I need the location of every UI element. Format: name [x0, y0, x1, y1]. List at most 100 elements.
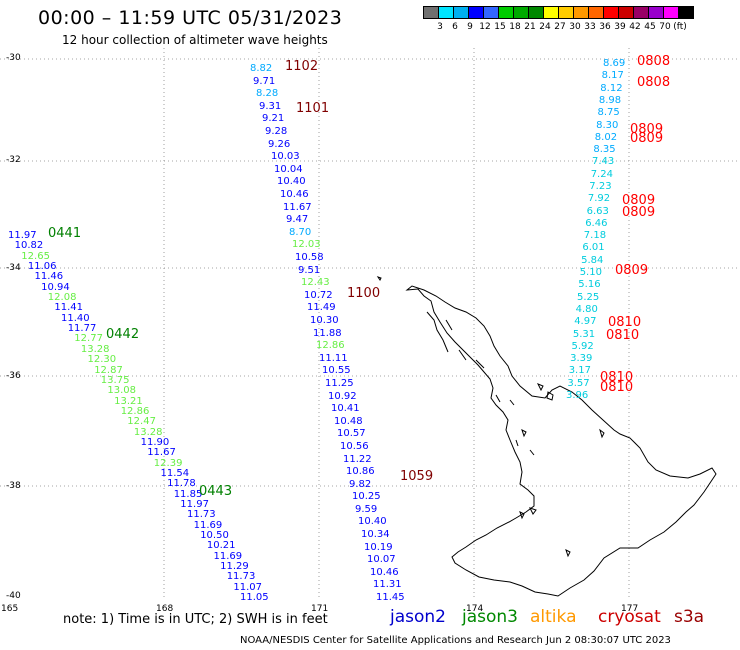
colorbar-swatch — [438, 6, 454, 19]
colorbar-swatch — [498, 6, 514, 19]
colorbar-label: 36 — [599, 22, 611, 32]
wave-height-value: 8.17 — [601, 70, 624, 82]
colorbar-label: 27 — [554, 22, 566, 32]
colorbar-label: 21 — [524, 22, 536, 32]
colorbar-swatch — [573, 6, 589, 19]
wave-height-value: 10.46 — [370, 566, 399, 578]
wave-height-value: 3.17 — [568, 365, 591, 377]
pass-label: 0808 — [637, 54, 671, 69]
wave-height-value: 5.92 — [571, 340, 594, 352]
wave-height-value: 10.82 — [14, 240, 44, 252]
colorbar-swatch — [678, 6, 694, 19]
wave-height-value: 8.82 — [250, 63, 273, 74]
colorbar-label: 33 — [584, 22, 596, 32]
wave-height-value: 11.49 — [307, 302, 336, 314]
wave-height-value: 12.86 — [120, 405, 150, 417]
wave-height-value: 6.46 — [585, 217, 608, 229]
pass-label: 0809 — [630, 122, 664, 137]
wave-height-value: 10.72 — [304, 289, 333, 301]
colorbar-label: 30 — [569, 22, 581, 32]
wave-height-value: 6.63 — [586, 205, 609, 217]
wave-height-value: 11.22 — [343, 453, 372, 465]
pass-label: 0441 — [48, 226, 82, 241]
pass-label: 0809 — [622, 193, 656, 208]
legend-jason2: jason2 — [390, 607, 446, 627]
wave-height-value: 10.46 — [280, 189, 309, 200]
lon-label: 165 — [1, 604, 19, 614]
lat-label: -36 — [6, 371, 21, 381]
wave-height-value: 10.04 — [274, 163, 303, 175]
colorbar-label: 45 — [644, 22, 656, 32]
wave-height-value: 11.77 — [67, 323, 97, 335]
lon-label: 177 — [621, 604, 639, 614]
wave-height-value: 7.92 — [587, 193, 611, 205]
colorbar-swatch — [423, 6, 439, 19]
wave-height-value: 13.08 — [107, 385, 137, 397]
wave-height-value: 7.43 — [592, 156, 615, 168]
lat-label: -38 — [6, 481, 21, 491]
wave-height-value: 12.47 — [127, 416, 156, 428]
wave-height-value: 12.08 — [47, 292, 77, 304]
wave-height-value: 8.02 — [594, 131, 618, 143]
wave-height-value: 10.40 — [277, 176, 306, 188]
wave-height-value: 11.54 — [160, 467, 190, 479]
wave-height-value: 11.88 — [313, 327, 342, 339]
wave-height-value: 9.31 — [259, 100, 282, 112]
wave-height-value: 5.84 — [581, 254, 604, 266]
colorbar-swatch — [663, 6, 679, 19]
map-grid — [0, 48, 740, 600]
pass-label: 0809 — [630, 131, 664, 146]
colorbar-swatch — [558, 6, 574, 19]
wave-height-value: 6.01 — [582, 242, 605, 254]
wave-height-value: 11.05 — [240, 592, 269, 603]
wave-height-value: 10.56 — [340, 440, 369, 452]
colorbar-label: 6 — [452, 22, 458, 32]
wave-height-value: 9.82 — [349, 478, 372, 490]
wave-height-value: 11.69 — [213, 550, 243, 562]
pass-label: 0810 — [600, 370, 634, 385]
wave-height-value: 5.25 — [577, 291, 600, 303]
wave-height-value: 11.90 — [140, 436, 170, 448]
page-subtitle: 12 hour collection of altimeter wave hei… — [62, 33, 328, 47]
wave-height-value: 5.16 — [578, 279, 601, 291]
wave-height-value: 8.98 — [598, 94, 622, 106]
pass-label: 1059 — [400, 469, 434, 484]
wave-height-value: 12.43 — [301, 277, 330, 289]
pass-label: 0808 — [637, 75, 671, 90]
wave-height-value: 10.94 — [41, 281, 70, 293]
wave-height-value: 11.85 — [173, 488, 203, 500]
wave-height-value: 10.07 — [367, 554, 396, 566]
wave-height-value: 8.69 — [603, 58, 626, 69]
wave-height-value: 10.48 — [334, 415, 363, 427]
wave-height-value: 10.03 — [271, 151, 300, 163]
pass-label: 1101 — [296, 101, 330, 116]
lat-label: -30 — [6, 53, 21, 63]
wave-height-value: 9.59 — [355, 503, 378, 515]
lon-label: 174 — [466, 604, 484, 614]
wave-height-value: 8.12 — [600, 82, 623, 94]
colorbar-swatch — [453, 6, 469, 19]
wave-height-value: 10.58 — [295, 251, 324, 263]
colorbar-label: 39 — [614, 22, 626, 32]
colorbar-swatch — [633, 6, 649, 19]
wave-height-value: 3.96 — [566, 390, 589, 401]
wave-height-value: 12.30 — [87, 354, 117, 366]
wave-height-value: 10.21 — [206, 540, 236, 552]
wave-height-value: 3.57 — [567, 377, 590, 389]
wave-height-value: 5.10 — [579, 267, 602, 278]
pass-label: 0810 — [606, 328, 640, 343]
wave-height-value: 11.40 — [61, 312, 90, 324]
pass-label: 0442 — [106, 327, 140, 342]
wave-height-value: 11.45 — [376, 592, 405, 603]
wave-height-value: 12.87 — [94, 364, 123, 376]
colorbar-swatch — [513, 6, 529, 19]
wave-height-value: 13.28 — [133, 426, 163, 438]
wave-height-value: 4.97 — [574, 316, 597, 328]
wave-height-value: 3.39 — [570, 353, 593, 365]
wave-height-value: 8.75 — [597, 107, 620, 119]
wave-height-value: 9.21 — [262, 113, 285, 125]
page-title: 00:00 – 11:59 UTC 05/31/2023 — [38, 7, 343, 29]
wave-height-value: 11.78 — [167, 478, 196, 490]
pass-label: 0809 — [615, 263, 649, 278]
note-text: note: 1) Time is in UTC; 2) SWH is in fe… — [63, 612, 328, 627]
